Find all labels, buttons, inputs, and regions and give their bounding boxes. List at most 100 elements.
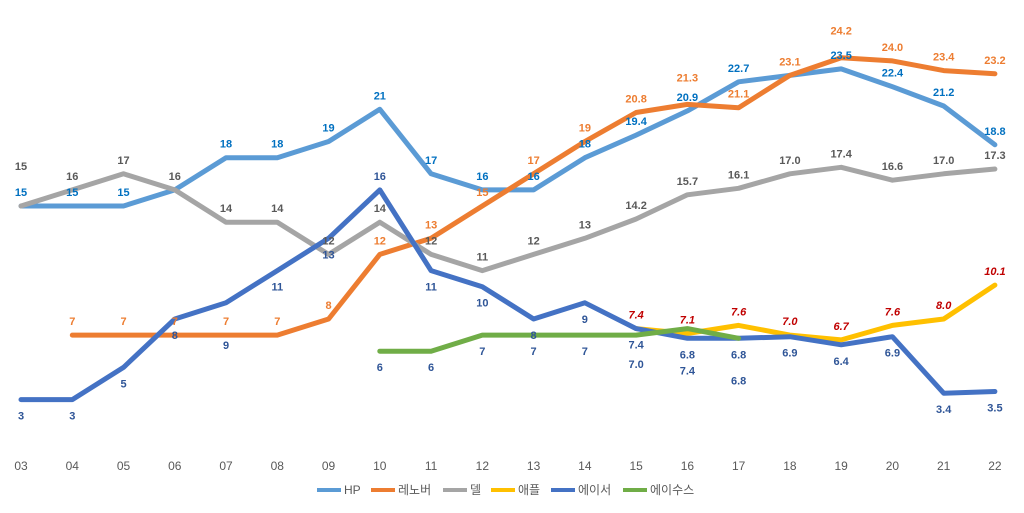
x-tick-label: 09: [322, 459, 336, 473]
data-label: 19.4: [625, 116, 647, 128]
data-label: 22.7: [728, 63, 749, 75]
legend-item: 델: [443, 483, 481, 497]
data-label: 7: [479, 346, 485, 358]
x-tick-label: 05: [117, 459, 131, 473]
data-label: 18: [220, 139, 232, 151]
x-tick-label: 19: [834, 459, 848, 473]
data-label: 15: [66, 187, 78, 199]
data-label: 16: [374, 171, 386, 183]
data-label: 21: [374, 90, 386, 102]
data-label: 6: [428, 362, 434, 374]
data-label: 24.2: [830, 26, 851, 38]
data-label: 6.8: [731, 349, 746, 361]
data-label: 23.2: [984, 55, 1005, 67]
x-axis-ticks: 03 04 05 06 07 08 09 10 11 12 13 14 15 16 17 18 19 20 21 22: [14, 459, 1002, 473]
data-label: 7: [120, 316, 126, 328]
data-label: 14: [271, 203, 284, 215]
legend-item: 에이수스: [623, 483, 694, 497]
data-label: 7: [172, 316, 178, 328]
data-label: 8: [325, 300, 331, 312]
data-label: 15.7: [677, 176, 698, 188]
data-label: 17.0: [779, 155, 800, 167]
data-label: 15: [117, 187, 129, 199]
data-label: 15: [15, 161, 27, 173]
data-label: 20.8: [625, 93, 646, 105]
series-line-5: [377, 326, 742, 354]
data-label: 7.4: [628, 310, 643, 322]
data-label: 7.4: [628, 340, 644, 352]
data-label: 18.8: [984, 126, 1005, 138]
legend-label: 애플: [518, 483, 540, 497]
data-label: 8.0: [936, 300, 952, 312]
data-label: 6: [377, 362, 383, 374]
data-label: 24.0: [882, 42, 903, 54]
data-label: 17.3: [984, 150, 1005, 162]
data-label: 7: [582, 346, 588, 358]
data-label: 3.4: [936, 404, 952, 416]
data-label: 10.1: [984, 266, 1005, 278]
series-line-3: [633, 282, 998, 343]
legend-label: 에이서: [578, 483, 611, 497]
data-label: 12: [425, 235, 437, 247]
x-tick-label: 16: [681, 459, 695, 473]
data-label: 11: [425, 282, 437, 294]
x-tick-label: 06: [168, 459, 182, 473]
data-label: 15: [15, 187, 27, 199]
data-label: 12: [374, 235, 386, 247]
series-line-4: [18, 187, 998, 403]
data-label: 12: [322, 235, 334, 247]
data-label: 23.4: [933, 52, 955, 64]
data-label: 17: [527, 155, 539, 167]
x-tick-label: 10: [373, 459, 387, 473]
data-label: 17: [117, 155, 129, 167]
legend: HP 레노버 델 애플 에이서 에이수스: [317, 483, 694, 497]
data-label: 16: [527, 171, 539, 183]
data-label: 3: [18, 411, 24, 423]
x-tick-label: 07: [219, 459, 233, 473]
x-tick-label: 14: [578, 459, 592, 473]
x-tick-label: 04: [66, 459, 80, 473]
data-label: 8: [531, 330, 537, 342]
data-label: 9: [223, 340, 229, 352]
x-tick-label: 20: [886, 459, 900, 473]
data-label: 13: [322, 249, 334, 261]
data-label: 22.4: [882, 68, 904, 80]
legend-label: HP: [344, 483, 361, 497]
data-label: 15: [476, 187, 488, 199]
data-label: 23.1: [779, 56, 800, 68]
data-label: 7.6: [731, 306, 747, 318]
data-label: 3: [69, 411, 75, 423]
legend-item: 에이서: [551, 483, 611, 497]
data-label: 7.0: [782, 316, 798, 328]
data-label: 21.2: [933, 87, 954, 99]
data-label: 13: [425, 219, 437, 231]
x-tick-label: 18: [783, 459, 797, 473]
data-label: 17.0: [933, 155, 954, 167]
series-line-1: [69, 55, 998, 338]
data-label: 6.9: [885, 348, 900, 360]
data-label: 8: [172, 330, 178, 342]
data-label: 21.1: [728, 89, 749, 101]
data-label: 14: [374, 203, 387, 215]
data-label: 6.8: [680, 349, 695, 361]
data-label: 17: [425, 155, 437, 167]
data-label: 9: [582, 314, 588, 326]
data-label: 6.4: [834, 356, 850, 368]
x-tick-label: 15: [629, 459, 643, 473]
data-label: 16.6: [882, 161, 903, 173]
data-label: 21.3: [677, 72, 698, 84]
data-label: 12: [527, 235, 539, 247]
data-label: 20.9: [677, 92, 698, 104]
data-label: 14: [220, 203, 233, 215]
x-tick-label: 12: [476, 459, 490, 473]
data-label: 7.6: [885, 306, 901, 318]
data-label: 23.5: [830, 50, 851, 62]
legend-label: 에이수스: [650, 483, 694, 497]
data-label: 11: [477, 252, 489, 264]
data-label: 5: [120, 378, 126, 390]
x-tick-label: 13: [527, 459, 541, 473]
data-label: 16: [66, 171, 78, 183]
x-tick-label: 17: [732, 459, 746, 473]
data-label: 16: [169, 171, 181, 183]
